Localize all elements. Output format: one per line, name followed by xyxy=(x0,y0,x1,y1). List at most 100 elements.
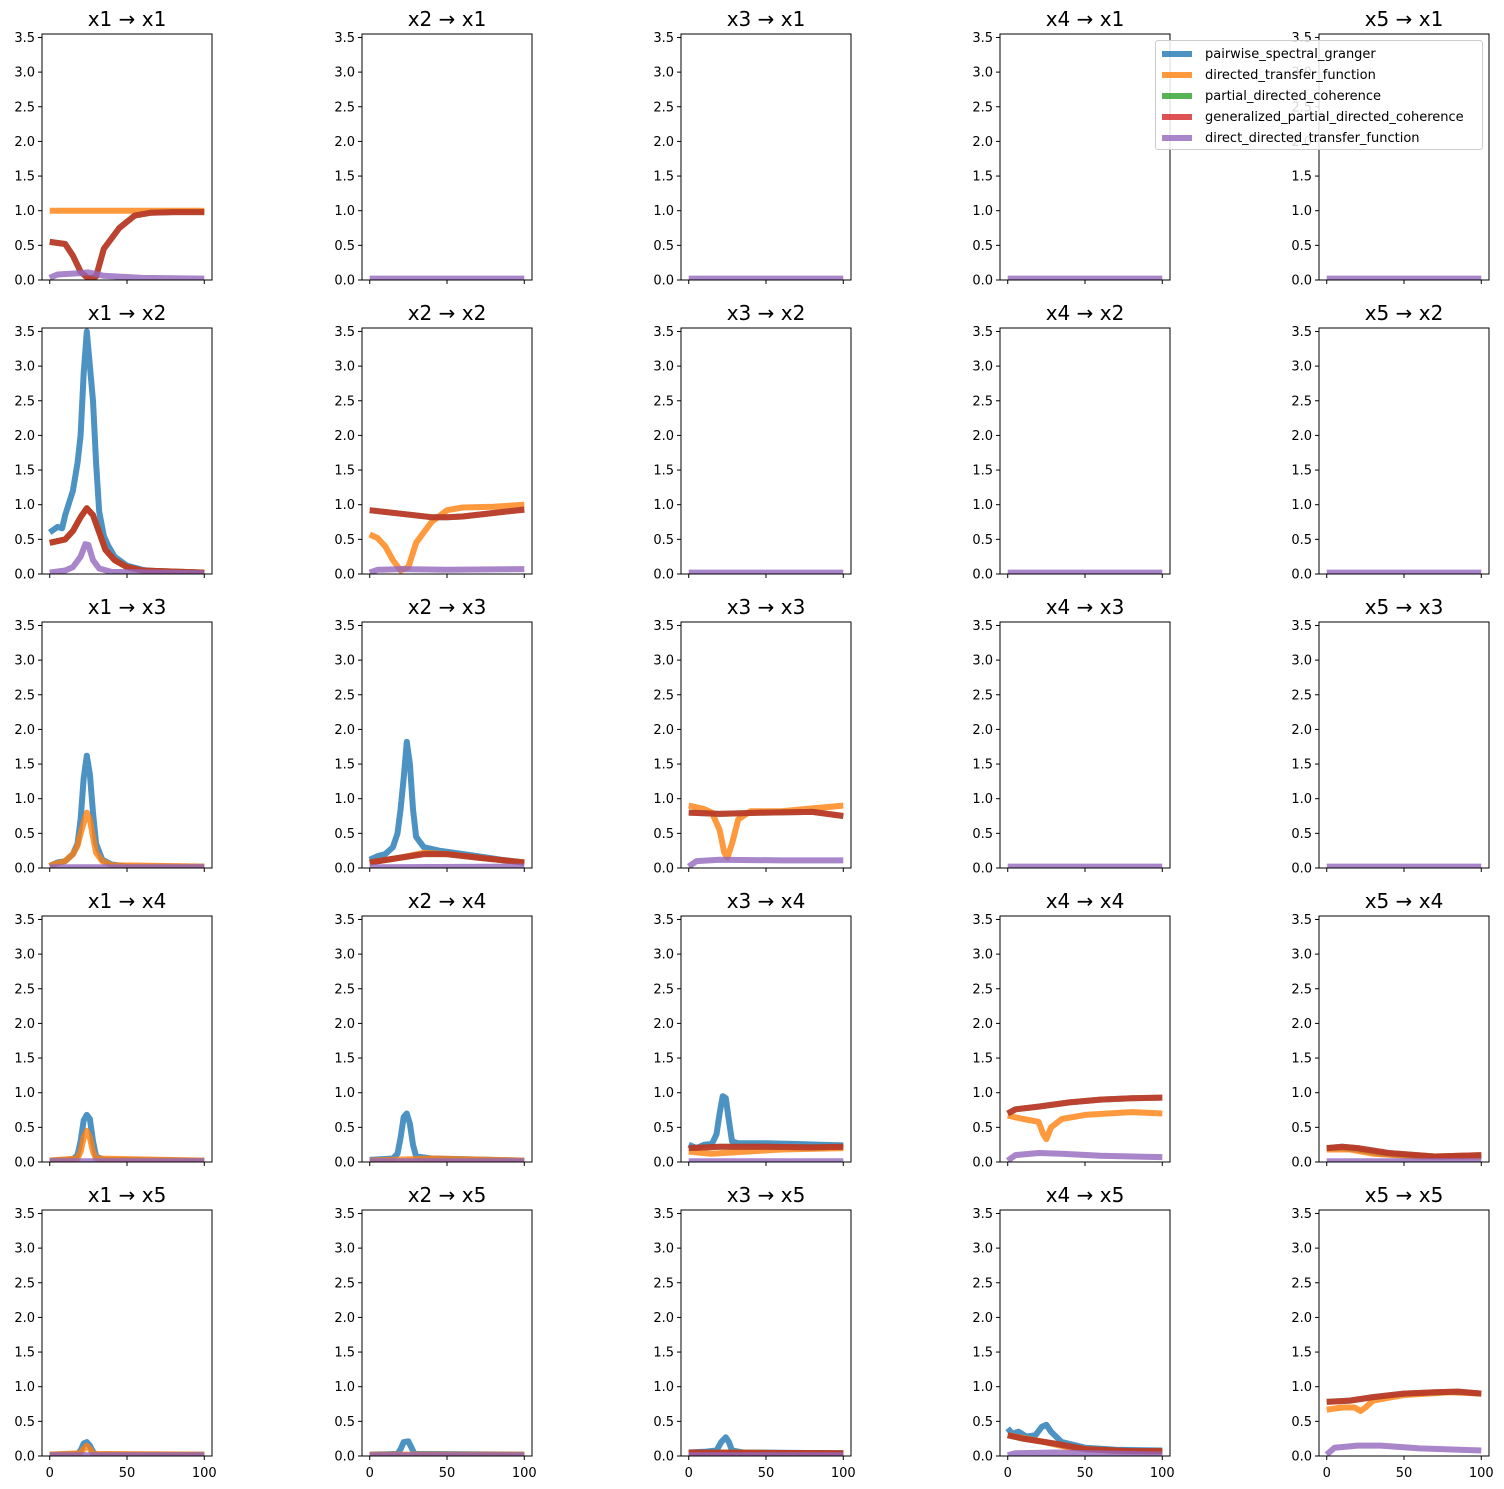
panel-title: x3 → x1 xyxy=(727,7,806,31)
y-tick-label: 2.5 xyxy=(1291,1276,1312,1291)
x-tick-label: 0 xyxy=(685,1466,693,1481)
y-tick-label: 3.5 xyxy=(14,1207,35,1222)
series-line-generalized_partial_directed_coherence xyxy=(1007,1432,1163,1455)
panel-title: x4 → x1 xyxy=(1046,7,1125,31)
y-tick-label: 3.5 xyxy=(972,619,993,634)
panel-title: x1 → x1 xyxy=(88,7,167,31)
y-tick-label: 0.0 xyxy=(14,274,35,289)
y-tick-label: 0.0 xyxy=(14,568,35,583)
y-tick-label: 0.0 xyxy=(14,862,35,877)
y-tick-label: 1.0 xyxy=(1291,498,1312,513)
series-line-generalized_partial_directed_coherence xyxy=(369,851,525,866)
y-tick-label: 2.5 xyxy=(972,394,993,409)
x-tick-label: 50 xyxy=(439,1466,456,1481)
panel-4-1: 0.0 0.5 1.0 1.5 2.0 2.5 3.0 3.5 x1 → x4 xyxy=(14,889,213,1171)
y-tick-label: 3.5 xyxy=(334,325,355,340)
y-tick-label: 1.0 xyxy=(972,498,993,513)
panel-5-3: 0.0 0.5 1.0 1.5 2.0 2.5 3.0 3.5 0 50 100 x3 → x5 xyxy=(653,1183,855,1481)
series-line-direct_directed_transfer_function xyxy=(48,269,205,280)
y-tick-label: 2.0 xyxy=(1291,1017,1312,1032)
y-tick-label: 3.5 xyxy=(14,913,35,928)
y-tick-label: 1.5 xyxy=(1291,1052,1312,1067)
panel-title: x2 → x1 xyxy=(408,7,487,31)
y-tick-label: 1.0 xyxy=(972,1086,993,1101)
panel-title: x5 → x5 xyxy=(1365,1183,1444,1207)
axes-frame xyxy=(41,915,213,1163)
y-tick-label: 2.5 xyxy=(1291,982,1312,997)
y-tick-label: 0.0 xyxy=(334,862,355,877)
y-tick-label: 3.5 xyxy=(653,325,674,340)
y-tick-label: 3.0 xyxy=(1291,948,1312,963)
series-line-generalized_partial_directed_coherence xyxy=(688,808,844,819)
legend-item-granger: pairwise_spectral_granger xyxy=(1162,44,1376,64)
y-tick-label: 2.5 xyxy=(334,394,355,409)
y-tick-label: 3.5 xyxy=(972,31,993,46)
series-line-direct_directed_transfer_function xyxy=(369,863,525,868)
axes-frame xyxy=(680,1209,852,1457)
y-tick-label: 2.0 xyxy=(334,1311,355,1326)
panel-title: x5 → x3 xyxy=(1365,595,1444,619)
y-tick-label: 0.5 xyxy=(14,1121,35,1136)
y-tick-label: 0.0 xyxy=(14,1156,35,1171)
y-tick-label: 0.0 xyxy=(653,1450,674,1465)
y-tick-label: 3.5 xyxy=(334,619,355,634)
y-tick-label: 2.0 xyxy=(653,1311,674,1326)
y-tick-label: 1.5 xyxy=(334,1052,355,1067)
y-tick-label: 0.0 xyxy=(1291,1450,1312,1465)
y-tick-label: 2.0 xyxy=(1291,1311,1312,1326)
y-tick-label: 3.0 xyxy=(653,948,674,963)
panel-1-1: 0.0 0.5 1.0 1.5 2.0 2.5 3.0 3.5 x1 → x1 xyxy=(14,7,213,289)
panel-2-4: 0.0 0.5 1.0 1.5 2.0 2.5 3.0 3.5 x4 → x2 xyxy=(972,301,1171,583)
panel-5-5: 0.0 0.5 1.0 1.5 2.0 2.5 3.0 3.5 0 50 100 x5 → x5 xyxy=(1291,1183,1493,1481)
axes-frame xyxy=(680,915,852,1163)
panel-title: x4 → x5 xyxy=(1046,1183,1125,1207)
panel-3-5: 0.0 0.5 1.0 1.5 2.0 2.5 3.0 3.5 x5 → x3 xyxy=(1291,595,1490,877)
series-line-generalized_partial_directed_coherence xyxy=(369,506,525,521)
series-line-direct_directed_transfer_function xyxy=(368,566,525,574)
legend-swatch-pdc xyxy=(1162,93,1192,99)
y-tick-label: 1.0 xyxy=(14,498,35,513)
panel-3-1: 0.0 0.5 1.0 1.5 2.0 2.5 3.0 3.5 x1 → x3 xyxy=(14,595,213,877)
y-tick-label: 3.5 xyxy=(334,1207,355,1222)
y-tick-label: 2.5 xyxy=(972,100,993,115)
y-tick-label: 1.5 xyxy=(972,758,993,773)
panel-title: x3 → x4 xyxy=(727,889,806,913)
y-tick-label: 2.0 xyxy=(653,429,674,444)
axes-frame xyxy=(361,621,533,869)
y-tick-label: 1.0 xyxy=(653,1086,674,1101)
y-tick-label: 3.5 xyxy=(972,1207,993,1222)
panel-4-2: 0.0 0.5 1.0 1.5 2.0 2.5 3.0 3.5 x2 → x4 xyxy=(334,889,533,1171)
y-tick-label: 0.5 xyxy=(14,827,35,842)
y-tick-label: 3.5 xyxy=(14,619,35,634)
legend-label-dtf: directed_transfer_function xyxy=(1205,67,1376,83)
y-tick-label: 3.0 xyxy=(334,948,355,963)
y-tick-label: 0.0 xyxy=(1291,568,1312,583)
axes-frame xyxy=(680,327,852,575)
y-tick-label: 3.0 xyxy=(334,654,355,669)
panel-title: x2 → x2 xyxy=(408,301,487,325)
legend-swatch-dtf xyxy=(1162,72,1192,78)
series-line-directed_transfer_function xyxy=(1007,1109,1163,1143)
y-tick-label: 0.0 xyxy=(653,568,674,583)
y-tick-label: 2.5 xyxy=(14,100,35,115)
y-tick-label: 0.5 xyxy=(14,239,35,254)
y-tick-label: 1.5 xyxy=(14,1346,35,1361)
y-tick-label: 3.5 xyxy=(1291,1207,1312,1222)
series-line-pairwise_spectral_granger xyxy=(687,1093,844,1152)
panel-title: x2 → x5 xyxy=(408,1183,487,1207)
y-tick-label: 1.0 xyxy=(1291,792,1312,807)
x-tick-label: 50 xyxy=(119,1466,136,1481)
y-tick-label: 3.5 xyxy=(334,913,355,928)
series-line-generalized_partial_directed_coherence xyxy=(49,505,205,574)
axes-frame xyxy=(999,621,1171,869)
series-line-pairwise_spectral_granger xyxy=(49,1111,205,1162)
y-tick-label: 3.0 xyxy=(972,654,993,669)
y-tick-label: 1.0 xyxy=(653,1380,674,1395)
y-tick-label: 2.5 xyxy=(972,688,993,703)
panel-title: x3 → x3 xyxy=(727,595,806,619)
y-tick-label: 0.0 xyxy=(972,274,993,289)
legend-label-pdc: partial_directed_coherence xyxy=(1205,88,1382,104)
y-tick-label: 0.5 xyxy=(334,1121,355,1136)
panel-title: x5 → x1 xyxy=(1365,7,1444,31)
series-line-pairwise_spectral_granger xyxy=(368,738,525,866)
